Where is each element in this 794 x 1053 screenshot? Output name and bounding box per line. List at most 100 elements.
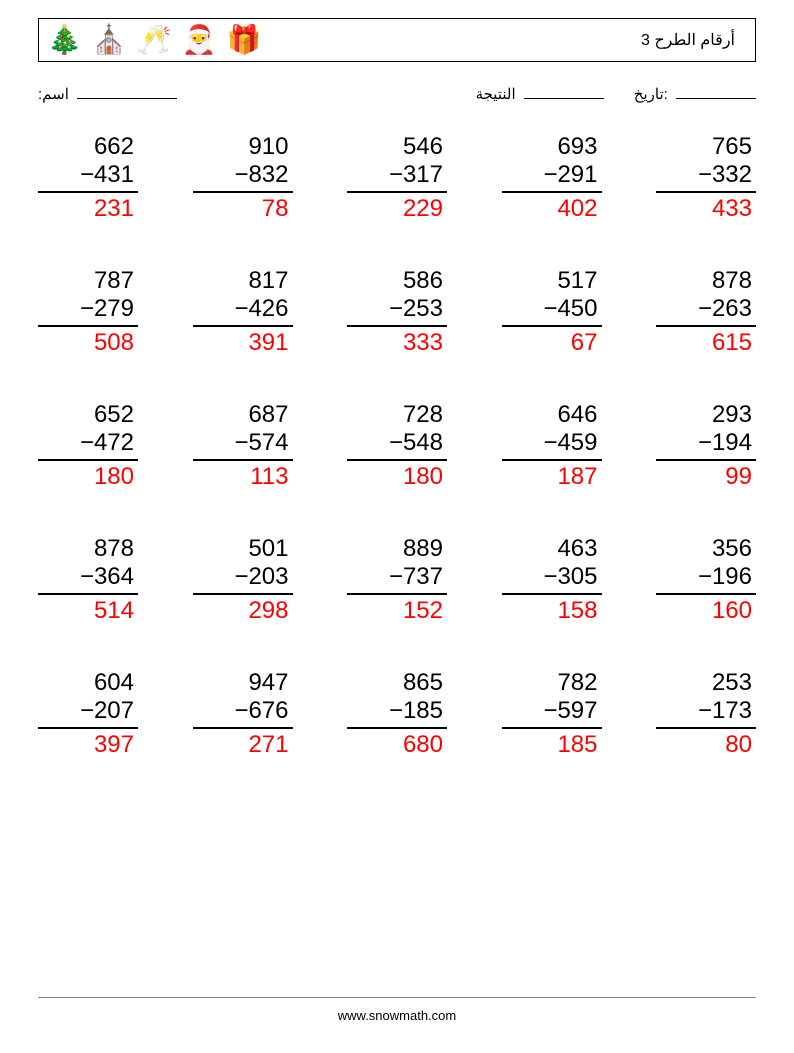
- subtrahend: −450: [502, 295, 602, 327]
- subtraction-problem: 586−253333: [347, 267, 447, 357]
- subtraction-problem: 356−196160: [656, 535, 756, 625]
- subtraction-problem: 817−426391: [193, 267, 293, 357]
- subtrahend: −279: [38, 295, 138, 327]
- answer: 152: [347, 595, 447, 625]
- subtraction-problem: 787−279508: [38, 267, 138, 357]
- problem-row: 787−279508 817−426391 586−253333 517−45067 8…: [38, 267, 756, 357]
- date-field: تاريخ:: [634, 84, 756, 103]
- problem-row: 652−472180687−574113728−548180646−459187…: [38, 401, 756, 491]
- answer: 185: [502, 729, 602, 759]
- minuend: 652: [38, 401, 138, 429]
- subtraction-problem: 662−431231: [38, 133, 138, 223]
- answer: 180: [38, 461, 138, 491]
- answer: 187: [502, 461, 602, 491]
- subtraction-problem: 253−17380: [656, 669, 756, 759]
- minuend: 787: [38, 267, 138, 295]
- problems-grid: 662−431231 910−83278 546−317229 693−291402 7…: [38, 133, 756, 759]
- score-label: النتيجة: [476, 86, 516, 103]
- subtraction-problem: 293−19499: [656, 401, 756, 491]
- subtraction-problem: 687−574113: [193, 401, 293, 491]
- subtrahend: −426: [193, 295, 293, 327]
- minuend: 586: [347, 267, 447, 295]
- subtraction-problem: 693−291402: [502, 133, 602, 223]
- minuend: 517: [502, 267, 602, 295]
- subtrahend: −574: [193, 429, 293, 461]
- subtrahend: −305: [502, 563, 602, 595]
- answer: 80: [656, 729, 756, 759]
- answer: 298: [193, 595, 293, 625]
- minuend: 878: [38, 535, 138, 563]
- minuend: 865: [347, 669, 447, 697]
- gift-icon: 🎁: [227, 26, 262, 54]
- minuend: 662: [38, 133, 138, 161]
- footer-text: www.snowmath.com: [0, 1008, 794, 1023]
- minuend: 646: [502, 401, 602, 429]
- minuend: 501: [193, 535, 293, 563]
- subtrahend: −173: [656, 697, 756, 729]
- minuend: 817: [193, 267, 293, 295]
- minuend: 463: [502, 535, 602, 563]
- subtraction-problem: 728−548180: [347, 401, 447, 491]
- answer: 333: [347, 327, 447, 357]
- meta-row: اسم: النتيجة تاريخ:: [38, 84, 756, 103]
- name-blank[interactable]: [77, 84, 177, 99]
- subtraction-problem: 546−317229: [347, 133, 447, 223]
- minuend: 878: [656, 267, 756, 295]
- problem-row: 662−431231 910−83278 546−317229 693−291402 7…: [38, 133, 756, 223]
- subtrahend: −196: [656, 563, 756, 595]
- subtraction-problem: 463−305158: [502, 535, 602, 625]
- minuend: 728: [347, 401, 447, 429]
- answer: 508: [38, 327, 138, 357]
- name-label: اسم:: [38, 85, 69, 103]
- subtraction-problem: 604−207397: [38, 669, 138, 759]
- minuend: 253: [656, 669, 756, 697]
- answer: 229: [347, 193, 447, 223]
- cheers-icon: 🥂: [137, 26, 172, 54]
- score-field: النتيجة: [476, 84, 604, 103]
- minuend: 356: [656, 535, 756, 563]
- minuend: 889: [347, 535, 447, 563]
- answer: 231: [38, 193, 138, 223]
- subtraction-problem: 910−83278: [193, 133, 293, 223]
- answer: 160: [656, 595, 756, 625]
- footer-divider: [38, 997, 756, 998]
- answer: 514: [38, 595, 138, 625]
- subtrahend: −194: [656, 429, 756, 461]
- answer: 391: [193, 327, 293, 357]
- subtraction-problem: 646−459187: [502, 401, 602, 491]
- minuend: 910: [193, 133, 293, 161]
- date-blank[interactable]: [676, 84, 756, 99]
- subtrahend: −597: [502, 697, 602, 729]
- subtraction-problem: 947−676271: [193, 669, 293, 759]
- worksheet-page: 🎄 ⛪ 🥂 🎅 🎁 أرقام الطرح 3 اسم: النتيجة تار…: [0, 0, 794, 1053]
- minuend: 765: [656, 133, 756, 161]
- subtrahend: −291: [502, 161, 602, 193]
- minuend: 546: [347, 133, 447, 161]
- answer: 271: [193, 729, 293, 759]
- subtrahend: −253: [347, 295, 447, 327]
- subtrahend: −431: [38, 161, 138, 193]
- subtrahend: −207: [38, 697, 138, 729]
- score-blank[interactable]: [524, 84, 604, 99]
- subtraction-problem: 765−332433: [656, 133, 756, 223]
- subtraction-problem: 889−737152: [347, 535, 447, 625]
- answer: 402: [502, 193, 602, 223]
- answer: 78: [193, 193, 293, 223]
- subtrahend: −548: [347, 429, 447, 461]
- answer: 67: [502, 327, 602, 357]
- answer: 113: [193, 461, 293, 491]
- gingerbread-icon: 🎅: [182, 26, 217, 54]
- subtrahend: −185: [347, 697, 447, 729]
- minuend: 782: [502, 669, 602, 697]
- minuend: 693: [502, 133, 602, 161]
- subtraction-problem: 878−263615: [656, 267, 756, 357]
- header-icons: 🎄 ⛪ 🥂 🎅 🎁: [47, 26, 261, 54]
- subtrahend: −263: [656, 295, 756, 327]
- holly-icon: 🎄: [47, 26, 82, 54]
- subtraction-problem: 782−597185: [502, 669, 602, 759]
- answer: 397: [38, 729, 138, 759]
- church-icon: ⛪: [92, 26, 127, 54]
- subtraction-problem: 501−203298: [193, 535, 293, 625]
- answer: 433: [656, 193, 756, 223]
- date-label: تاريخ:: [634, 86, 668, 103]
